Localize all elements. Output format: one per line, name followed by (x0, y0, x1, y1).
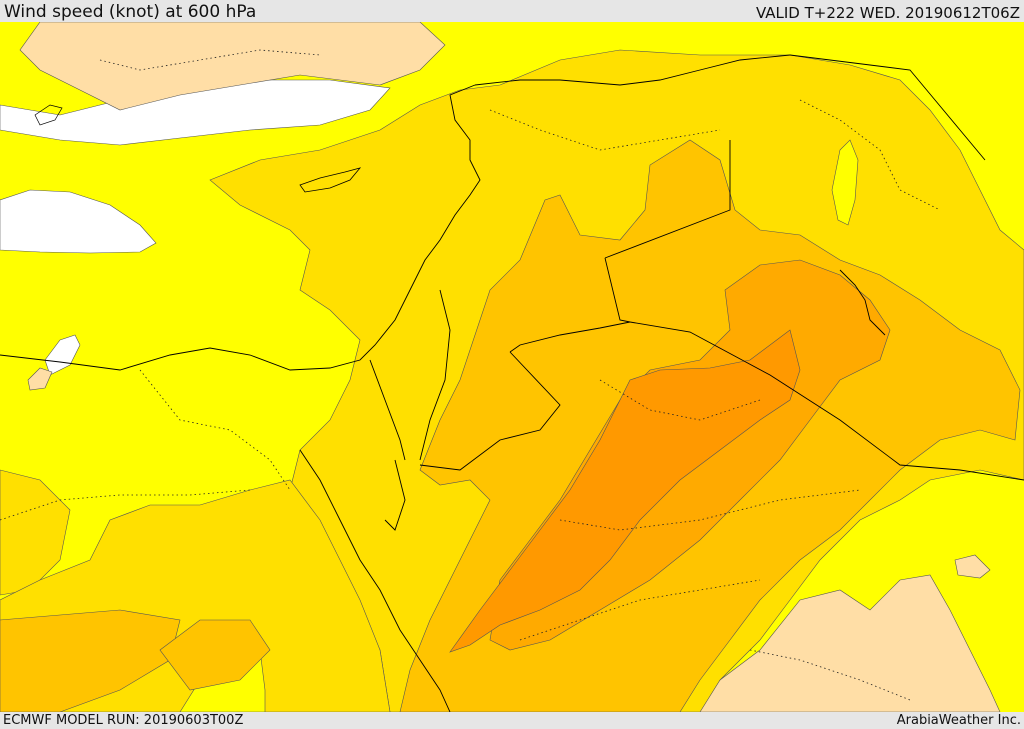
wind-speed-map[interactable] (0, 22, 1024, 712)
border-iraq-iran (789, 54, 986, 161)
dotted-border-4 (559, 489, 861, 531)
map-title: Wind speed (knot) at 600 hPa (4, 2, 257, 22)
tan-area-turkey (19, 22, 446, 111)
gold-band-southwest (0, 469, 71, 596)
footer-bar: ECMWF MODEL RUN: 20190603T00Z ArabiaWeat… (0, 712, 1024, 729)
valid-time: VALID T+222 WED. 20190612T06Z (755, 4, 1020, 22)
border-israel-jordan (419, 289, 451, 461)
yellow-patch-gulf (831, 139, 859, 226)
coastline-redsea (299, 449, 451, 712)
tan-area-small-3 (954, 554, 991, 579)
island-cyprus (299, 167, 362, 193)
amber-band-southwest-2 (159, 619, 271, 691)
header-bar: Wind speed (knot) at 600 hPa VALID T+222… (0, 0, 1024, 22)
island-crete (34, 104, 63, 126)
border-iraq-syria-east (604, 140, 731, 259)
model-run-label: ECMWF MODEL RUN: 20190603T00Z (3, 713, 244, 728)
dotted-border-5 (519, 579, 761, 641)
white-calm-area-sea (0, 189, 157, 254)
deep-orange-core (449, 329, 801, 653)
dotted-border-7 (799, 99, 941, 211)
dotted-border-9 (99, 49, 321, 71)
dotted-border-3 (599, 379, 761, 421)
border-syria-iraq (509, 257, 631, 353)
tan-area-arabia (689, 574, 1001, 712)
coastline-gulf (839, 269, 886, 336)
border-syria-turkey (474, 54, 791, 86)
border-egypt-israel (369, 359, 406, 461)
border-jordan-iraq (419, 351, 561, 471)
border-saudi-iraq (629, 321, 1024, 481)
tan-area-small-1 (27, 367, 53, 391)
coastline-aqaba (384, 459, 406, 531)
coastline-levant (0, 84, 481, 371)
dotted-border-6 (489, 109, 721, 151)
credit-label: ArabiaWeather Inc. (896, 713, 1021, 728)
